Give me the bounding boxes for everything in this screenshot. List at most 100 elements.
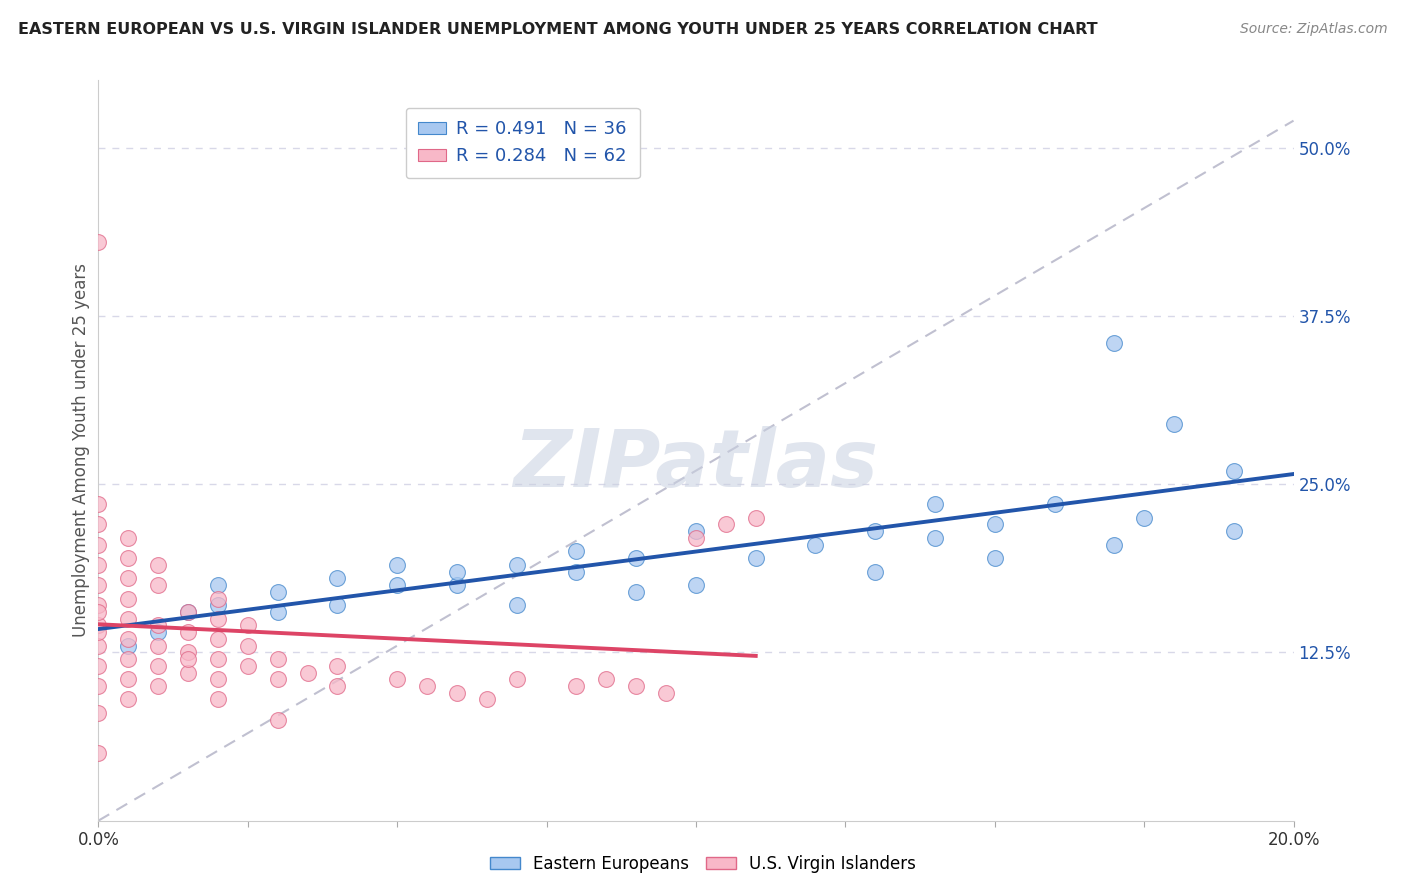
Point	[236, 618, 259, 632]
Point	[207, 578, 229, 592]
Point	[685, 524, 707, 539]
Point	[446, 565, 468, 579]
Point	[326, 658, 349, 673]
Point	[506, 673, 529, 687]
Point	[475, 692, 498, 706]
Point	[924, 531, 946, 545]
Point	[1104, 538, 1126, 552]
Point	[385, 673, 409, 687]
Point	[267, 652, 290, 666]
Point	[207, 652, 229, 666]
Point	[446, 686, 468, 700]
Point	[236, 639, 259, 653]
Point	[1163, 417, 1185, 431]
Point	[267, 605, 290, 619]
Point	[626, 551, 648, 566]
Point	[326, 599, 349, 613]
Point	[207, 692, 229, 706]
Point	[87, 497, 110, 511]
Point	[117, 591, 139, 606]
Point	[416, 679, 439, 693]
Point	[1043, 497, 1066, 511]
Point	[626, 584, 648, 599]
Point	[685, 531, 707, 545]
Point	[714, 517, 737, 532]
Point	[148, 679, 170, 693]
Point	[1223, 524, 1246, 539]
Legend: Eastern Europeans, U.S. Virgin Islanders: Eastern Europeans, U.S. Virgin Islanders	[484, 848, 922, 880]
Point	[565, 544, 588, 558]
Point	[267, 713, 290, 727]
Legend: R = 0.491   N = 36, R = 0.284   N = 62: R = 0.491 N = 36, R = 0.284 N = 62	[406, 108, 640, 178]
Point	[87, 658, 110, 673]
Point	[177, 665, 200, 680]
Point	[1223, 464, 1246, 478]
Point	[177, 605, 200, 619]
Point	[87, 558, 110, 572]
Text: ZIPatlas: ZIPatlas	[513, 426, 879, 504]
Point	[87, 618, 110, 632]
Point	[148, 639, 170, 653]
Point	[87, 578, 110, 592]
Point	[385, 558, 409, 572]
Point	[117, 652, 139, 666]
Point	[326, 679, 349, 693]
Point	[177, 652, 200, 666]
Point	[565, 679, 588, 693]
Point	[117, 632, 139, 646]
Point	[297, 665, 319, 680]
Point	[87, 679, 110, 693]
Point	[117, 612, 139, 626]
Text: EASTERN EUROPEAN VS U.S. VIRGIN ISLANDER UNEMPLOYMENT AMONG YOUTH UNDER 25 YEARS: EASTERN EUROPEAN VS U.S. VIRGIN ISLANDER…	[18, 22, 1098, 37]
Point	[506, 599, 529, 613]
Point	[267, 584, 290, 599]
Point	[87, 747, 110, 761]
Point	[595, 673, 617, 687]
Point	[865, 524, 887, 539]
Point	[745, 510, 768, 524]
Point	[865, 565, 887, 579]
Point	[804, 538, 827, 552]
Point	[148, 558, 170, 572]
Point	[446, 578, 468, 592]
Point	[745, 551, 768, 566]
Text: Source: ZipAtlas.com: Source: ZipAtlas.com	[1240, 22, 1388, 37]
Point	[87, 605, 110, 619]
Point	[207, 591, 229, 606]
Point	[326, 571, 349, 585]
Point	[87, 639, 110, 653]
Point	[177, 605, 200, 619]
Point	[984, 551, 1007, 566]
Y-axis label: Unemployment Among Youth under 25 years: Unemployment Among Youth under 25 years	[72, 263, 90, 638]
Point	[924, 497, 946, 511]
Point	[87, 625, 110, 640]
Point	[148, 578, 170, 592]
Point	[87, 599, 110, 613]
Point	[117, 692, 139, 706]
Point	[207, 599, 229, 613]
Point	[207, 632, 229, 646]
Point	[267, 673, 290, 687]
Point	[177, 645, 200, 659]
Point	[177, 625, 200, 640]
Point	[87, 517, 110, 532]
Point	[87, 706, 110, 720]
Point	[207, 612, 229, 626]
Point	[148, 625, 170, 640]
Point	[117, 673, 139, 687]
Point	[207, 673, 229, 687]
Point	[87, 538, 110, 552]
Point	[87, 235, 110, 249]
Point	[117, 639, 139, 653]
Point	[385, 578, 409, 592]
Point	[148, 658, 170, 673]
Point	[117, 551, 139, 566]
Point	[148, 618, 170, 632]
Point	[117, 531, 139, 545]
Point	[236, 658, 259, 673]
Point	[685, 578, 707, 592]
Point	[117, 571, 139, 585]
Point	[1104, 335, 1126, 350]
Point	[655, 686, 678, 700]
Point	[626, 679, 648, 693]
